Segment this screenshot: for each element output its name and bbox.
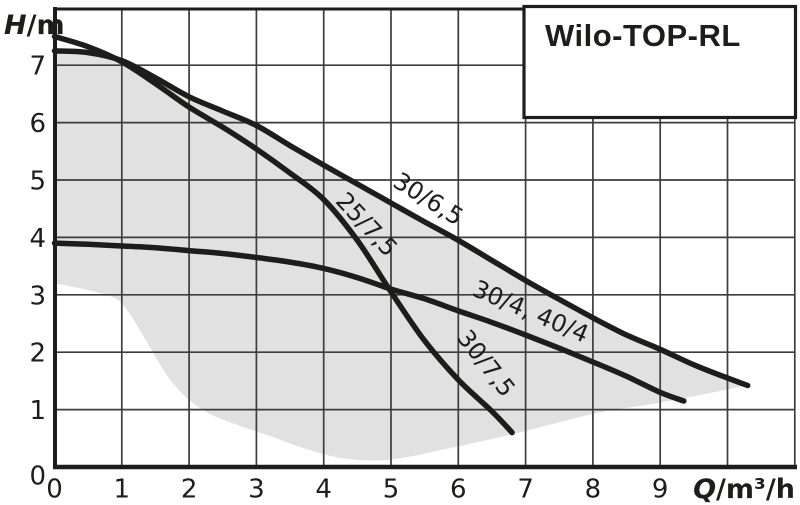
x-tick-label: 9 [652, 475, 669, 505]
x-tick-label: 5 [383, 475, 400, 505]
y-axis-label: H/m [4, 10, 65, 41]
x-tick-label: 2 [181, 475, 198, 505]
x-tick-label: 3 [248, 475, 265, 505]
title-box [522, 4, 798, 120]
y-tick-label: 3 [29, 281, 46, 311]
chart-title: Wilo-TOP-RL [545, 18, 741, 53]
y-tick-label: 0 [29, 462, 46, 492]
y-tick-label: 5 [29, 167, 46, 197]
x-tick-label: 7 [517, 475, 534, 505]
x-tick-label: 0 [46, 475, 63, 505]
operating-range-area [54, 50, 748, 461]
y-tick-label: 2 [29, 339, 46, 369]
curve-30-6-5 [51, 48, 751, 389]
y-tick-label: 4 [29, 224, 46, 254]
y-tick-label: 1 [29, 396, 46, 426]
x-tick-label: 8 [585, 475, 602, 505]
y-tick-label: 7 [29, 52, 46, 82]
x-tick-label: 4 [315, 475, 332, 505]
y-tick-label: 6 [29, 109, 46, 139]
x-tick-label: 1 [114, 475, 131, 505]
x-tick-label: 6 [450, 475, 467, 505]
curve-30-4-40-4 [51, 240, 687, 404]
x-axis-label: Q/m³/h [693, 474, 795, 505]
curve-25-7-5-30-7-5 [51, 33, 515, 436]
